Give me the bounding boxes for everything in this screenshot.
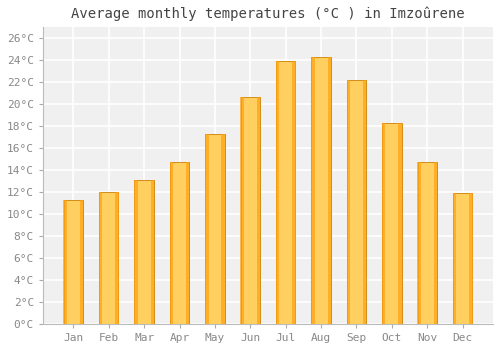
Bar	[452, 193, 456, 324]
Bar	[346, 79, 350, 324]
Bar	[99, 192, 118, 324]
Bar	[363, 79, 366, 324]
Bar	[240, 97, 244, 324]
Bar	[222, 134, 225, 324]
Bar	[186, 162, 190, 324]
Bar	[256, 97, 260, 324]
Bar	[382, 122, 386, 324]
Bar	[205, 134, 225, 324]
Bar	[418, 162, 421, 324]
Bar	[170, 162, 190, 324]
Bar	[382, 122, 402, 324]
Title: Average monthly temperatures (°C ) in Imzoûrene: Average monthly temperatures (°C ) in Im…	[71, 7, 465, 21]
Bar	[398, 122, 402, 324]
Bar	[134, 180, 138, 324]
Bar	[292, 61, 296, 324]
Bar	[276, 61, 295, 324]
Bar	[80, 199, 84, 324]
Bar	[99, 192, 102, 324]
Bar	[150, 180, 154, 324]
Bar	[312, 56, 331, 324]
Bar	[469, 193, 472, 324]
Bar	[205, 134, 208, 324]
Bar	[240, 97, 260, 324]
Bar	[64, 199, 67, 324]
Bar	[434, 162, 437, 324]
Bar	[311, 56, 314, 324]
Bar	[134, 180, 154, 324]
Bar	[64, 199, 83, 324]
Bar	[328, 56, 331, 324]
Bar	[170, 162, 173, 324]
Bar	[115, 192, 118, 324]
Bar	[347, 79, 366, 324]
Bar	[276, 61, 280, 324]
Bar	[453, 193, 472, 324]
Bar	[418, 162, 437, 324]
